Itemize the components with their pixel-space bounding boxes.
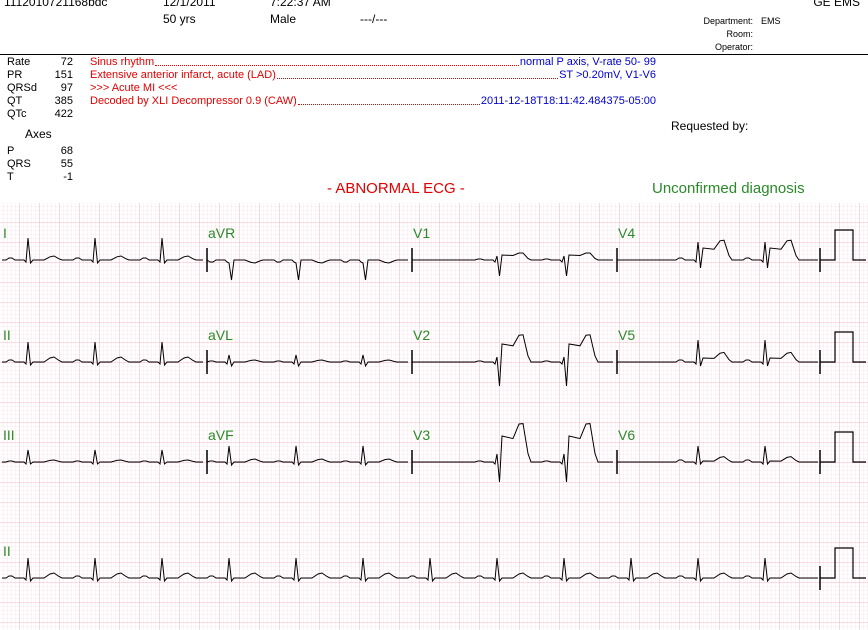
- lead-label: V1: [413, 225, 430, 241]
- measure-value: 151: [54, 69, 73, 81]
- calibration-pulse: [820, 331, 866, 363]
- ecg-trace: [617, 239, 818, 269]
- statement-text: Decoded by XLI Decompressor 0.9 (CAW): [90, 95, 297, 107]
- lead-label: V2: [413, 327, 430, 343]
- lead-label: V4: [618, 225, 635, 241]
- statement-text: Extensive anterior infarct, acute (LAD): [90, 69, 276, 81]
- sex: Male: [270, 12, 297, 26]
- statement-text: >>> Acute MI <<<: [90, 82, 178, 94]
- measure-value: 385: [54, 95, 73, 107]
- ecg-trace: [617, 339, 818, 367]
- confirmation: Unconfirmed diagnosis: [652, 180, 805, 197]
- measure-label: QT: [7, 95, 23, 107]
- requested-by: Requested by:: [671, 119, 749, 133]
- lead-label: aVL: [208, 327, 233, 343]
- calibration-pulse: [820, 547, 866, 579]
- statement: Sinus rhythm normal P axis, V-rate 50- 99: [90, 56, 656, 69]
- ecg-trace: [617, 445, 818, 466]
- lead-label: V5: [618, 327, 635, 343]
- lead-label: I: [3, 225, 7, 241]
- ecg-trace: [206, 259, 408, 281]
- lead-label: aVR: [208, 225, 235, 241]
- statement: Extensive anterior infarct, acute (LAD) S…: [90, 69, 656, 82]
- ecg-trace: [2, 557, 818, 583]
- leader-dots: [297, 95, 480, 105]
- statement: >>> Acute MI <<<: [90, 82, 656, 95]
- leader-dots: [155, 56, 519, 66]
- record-id: 1112010721168bdc: [4, 0, 108, 9]
- date: 12/1/2011: [163, 0, 216, 9]
- lead-label: II: [3, 327, 11, 343]
- axis-value: 55: [60, 158, 73, 170]
- age: 50 yrs: [163, 12, 196, 26]
- height-weight: ---/---: [360, 12, 388, 26]
- leader-dots: [276, 69, 559, 79]
- ecg-trace: [412, 423, 613, 483]
- measure-label: QRSd: [7, 82, 37, 94]
- grid: [0, 203, 868, 630]
- time: 7:22:37 AM: [270, 0, 331, 9]
- department-label: Department:: [703, 16, 753, 26]
- measure-label: Rate: [7, 56, 31, 68]
- axis-label: T: [7, 171, 14, 183]
- axis-value: -1: [63, 171, 73, 183]
- axis-value: 68: [60, 145, 73, 157]
- lead-label: V6: [618, 427, 635, 443]
- lead-label: III: [3, 427, 15, 443]
- measure-value: 422: [54, 108, 73, 120]
- ecg-trace: [2, 237, 203, 265]
- system: GE EMS: [813, 0, 860, 9]
- ecg-trace: [412, 252, 613, 277]
- ecg-trace: [412, 334, 613, 387]
- operator-label: Operator:: [714, 42, 753, 52]
- statement-detail: 2011-12-18T18:11:42.484375-05:00: [480, 95, 656, 107]
- calibration-pulse: [820, 229, 866, 261]
- room-label: Room:: [726, 29, 753, 39]
- measure-value: 97: [60, 82, 73, 94]
- calibration-pulse: [820, 431, 866, 463]
- ecg-trace: [2, 341, 203, 367]
- measure-label: QTc: [7, 108, 27, 120]
- statement: Decoded by XLI Decompressor 0.9 (CAW) 201…: [90, 95, 656, 108]
- ecg-trace: [206, 445, 408, 467]
- axes-title: Axes: [25, 127, 52, 141]
- department: EMS: [761, 16, 781, 26]
- measure-label: PR: [7, 69, 23, 81]
- ecg-trace: [2, 449, 203, 466]
- lead-label: V3: [413, 427, 430, 443]
- header-rule: [0, 54, 868, 55]
- axis-label: P: [7, 145, 15, 157]
- statement-detail: ST >0.20mV, V1-V6: [559, 69, 656, 81]
- ecg-trace: [206, 354, 408, 368]
- lead-label: II: [3, 543, 11, 559]
- statement-text: Sinus rhythm: [90, 56, 155, 68]
- statement-detail: normal P axis, V-rate 50- 99: [519, 56, 656, 68]
- axis-label: QRS: [7, 158, 31, 170]
- measure-value: 72: [60, 56, 73, 68]
- status: - ABNORMAL ECG -: [327, 180, 465, 197]
- lead-label: aVF: [208, 427, 234, 443]
